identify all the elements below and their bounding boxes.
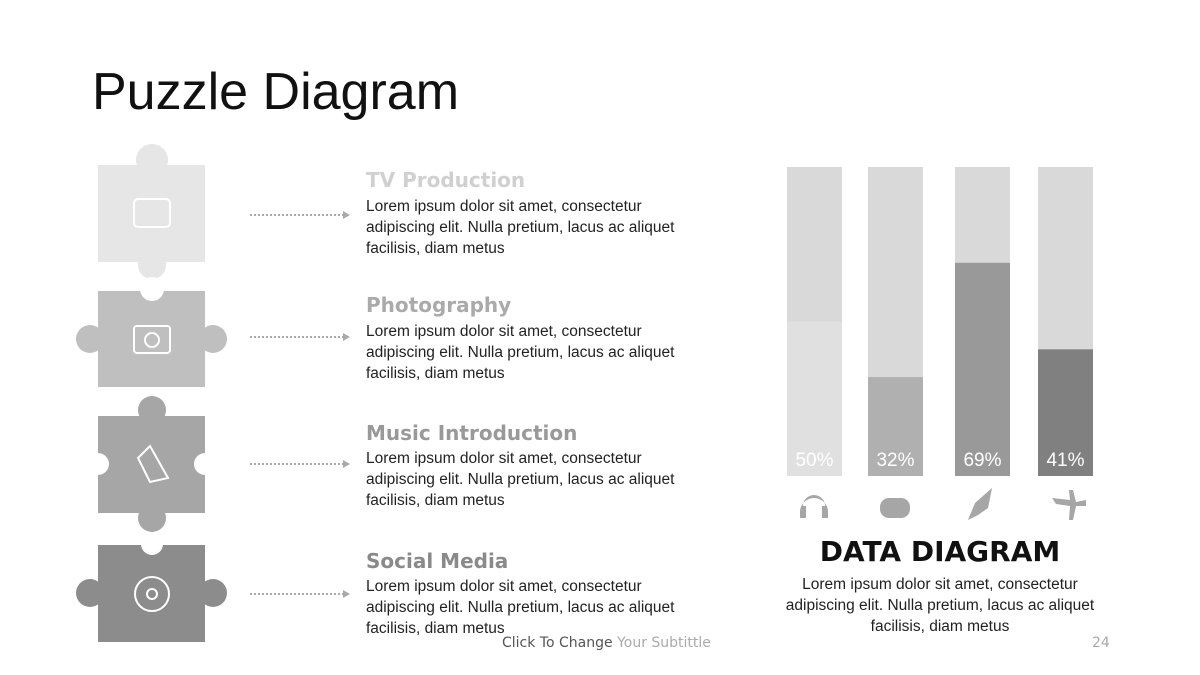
puzzle-1	[98, 144, 205, 279]
item-heading: Photography	[366, 293, 512, 317]
connectors	[250, 211, 350, 598]
bar	[868, 377, 923, 476]
diagram-title: DATA DIAGRAM	[819, 535, 1061, 568]
bar-icons	[800, 488, 1086, 520]
item-heading: Music Introduction	[366, 421, 578, 445]
value-label: 69%	[963, 450, 1001, 471]
bar	[1038, 349, 1093, 476]
item-body: Lorem ipsum dolor sit amet, consectetur …	[366, 323, 675, 382]
puzzle-3	[87, 396, 216, 532]
item-body: Lorem ipsum dolor sit amet, consectetur …	[366, 198, 675, 257]
footer-subtitle: Your Subtittle	[617, 635, 711, 651]
item-heading: Social Media	[366, 549, 509, 573]
bar	[787, 321, 842, 476]
value-label: 41%	[1046, 450, 1084, 471]
item-body: Lorem ipsum dolor sit amet, consectetur …	[366, 578, 675, 637]
footer: Click To Change Your Subtittle	[502, 635, 711, 651]
value-label: 32%	[876, 450, 914, 471]
puzzle-2	[76, 277, 227, 387]
diagram-body: Lorem ipsum dolor sit amet, consectetur …	[785, 576, 1095, 635]
item-body: Lorem ipsum dolor sit amet, consectetur …	[366, 450, 675, 509]
bar	[955, 262, 1010, 476]
puzzle-4	[76, 533, 227, 642]
item-heading: TV Production	[366, 168, 526, 192]
footer-text: Click To Change	[502, 635, 613, 651]
value-label: 50%	[795, 450, 833, 471]
slide-title: Puzzle Diagram	[92, 63, 460, 121]
page-number: 24	[1092, 635, 1110, 651]
